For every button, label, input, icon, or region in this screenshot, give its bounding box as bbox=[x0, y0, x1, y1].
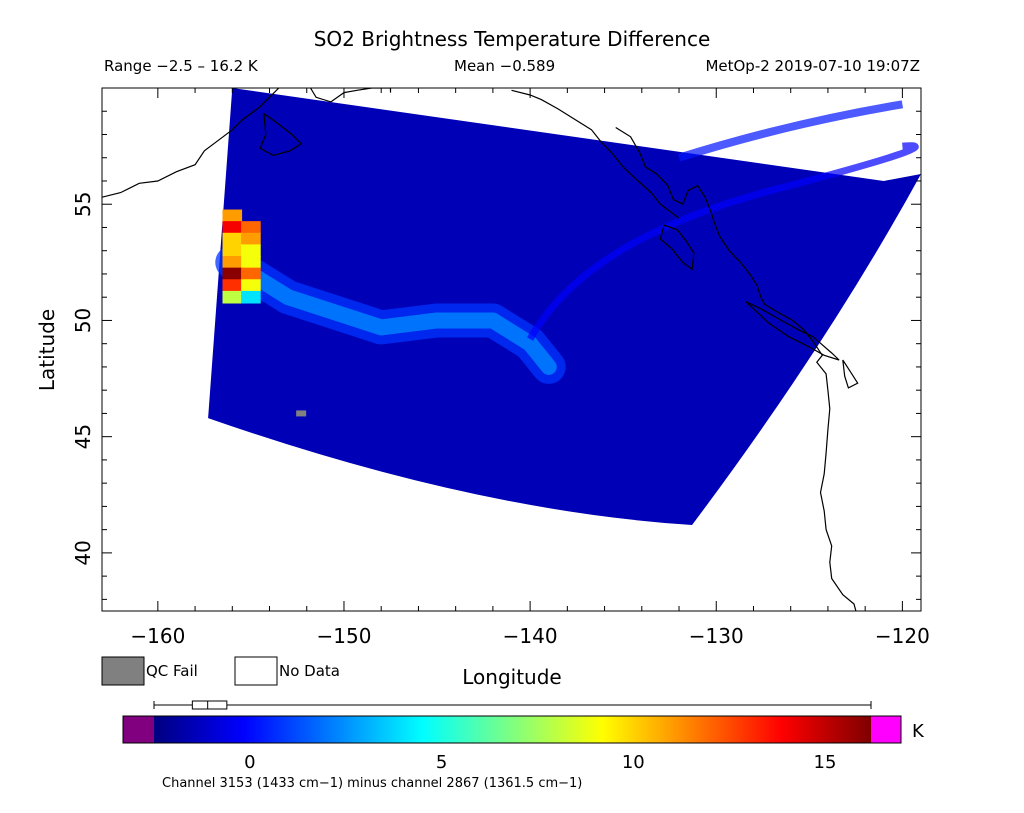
hotspot-cell bbox=[241, 256, 261, 269]
hotspot-cell bbox=[241, 290, 261, 304]
coastline bbox=[615, 126, 715, 223]
coastline bbox=[659, 224, 695, 271]
colorbar-ticks: 0 5 10 15 bbox=[244, 752, 836, 773]
y-axis-label: Latitude bbox=[35, 309, 59, 391]
boxplot-box bbox=[191, 700, 228, 710]
y-tick-label: 45 bbox=[71, 424, 95, 449]
hotspot-cell bbox=[222, 290, 243, 304]
coastline bbox=[745, 301, 840, 361]
coastline-layer bbox=[102, 88, 859, 611]
distribution-boxplot bbox=[153, 700, 872, 710]
no-data-swatch bbox=[234, 656, 278, 686]
colorbar-gradient bbox=[154, 716, 871, 743]
x-tick-label: −140 bbox=[503, 624, 558, 648]
hotspot-cell bbox=[241, 232, 261, 246]
qc-fail-label: QC Fail bbox=[146, 662, 198, 680]
plot-frame bbox=[101, 87, 922, 612]
coastline bbox=[102, 88, 280, 198]
colorbar: K 0 5 10 15 bbox=[122, 700, 925, 773]
colorbar-tick-label: 10 bbox=[622, 752, 645, 773]
qc-fail-swatch bbox=[101, 656, 145, 686]
plume-core bbox=[224, 254, 557, 375]
x-tick-label: −160 bbox=[130, 624, 185, 648]
mean-text: Mean −0.589 bbox=[454, 57, 555, 75]
hotspot-cell bbox=[222, 232, 243, 246]
colorbar-tick-label: 0 bbox=[244, 752, 255, 773]
colorbar-unit: K bbox=[912, 721, 925, 742]
colorbar-tick-label: 15 bbox=[814, 752, 837, 773]
colorbar-caption: Channel 3153 (1433 cm−1) minus channel 2… bbox=[162, 776, 582, 791]
x-tick-label: −130 bbox=[689, 624, 744, 648]
hotspot-cell bbox=[222, 256, 243, 269]
hotspot-cell bbox=[222, 267, 243, 281]
hotspot-cell bbox=[241, 244, 261, 258]
range-text: Range −2.5 – 16.2 K bbox=[104, 57, 259, 75]
coastline bbox=[511, 89, 680, 219]
axes-layer: −160 −150 −140 −130 −120 40 45 50 55 bbox=[71, 88, 930, 648]
colorbar-frame bbox=[122, 715, 902, 744]
chart-title: SO2 Brightness Temperature Difference bbox=[314, 27, 711, 51]
coastline bbox=[713, 222, 857, 611]
colorbar-tick-label: 5 bbox=[436, 752, 447, 773]
coastline bbox=[259, 113, 303, 157]
hotspot-cell bbox=[222, 244, 243, 258]
coastline bbox=[309, 88, 392, 103]
hotspot-cell bbox=[241, 279, 261, 292]
x-tick-label: −150 bbox=[317, 624, 372, 648]
no-data-label: No Data bbox=[279, 662, 340, 680]
plot-area bbox=[102, 88, 921, 611]
y-tick-label: 55 bbox=[71, 191, 95, 216]
colorbar-over-swatch bbox=[871, 716, 901, 743]
coastline bbox=[842, 359, 859, 389]
hotspot-cell bbox=[222, 221, 243, 234]
hotspot-cell bbox=[241, 221, 261, 234]
satellite-time-text: MetOp-2 2019-07-10 19:07Z bbox=[705, 57, 920, 75]
hotspot-cell bbox=[222, 279, 243, 292]
qc-fail-pixel bbox=[296, 410, 307, 417]
swath-layer bbox=[208, 88, 921, 525]
hotspot-cell bbox=[222, 209, 243, 223]
y-tick-label: 50 bbox=[71, 308, 95, 333]
x-tick-label: −120 bbox=[875, 624, 930, 648]
colorbar-under-swatch bbox=[123, 716, 154, 743]
y-tick-label: 40 bbox=[71, 540, 95, 565]
x-axis-label: Longitude bbox=[462, 665, 561, 689]
hotspot-cell bbox=[241, 267, 261, 281]
scan-band-2 bbox=[677, 100, 904, 162]
scan-band-1 bbox=[527, 142, 919, 341]
